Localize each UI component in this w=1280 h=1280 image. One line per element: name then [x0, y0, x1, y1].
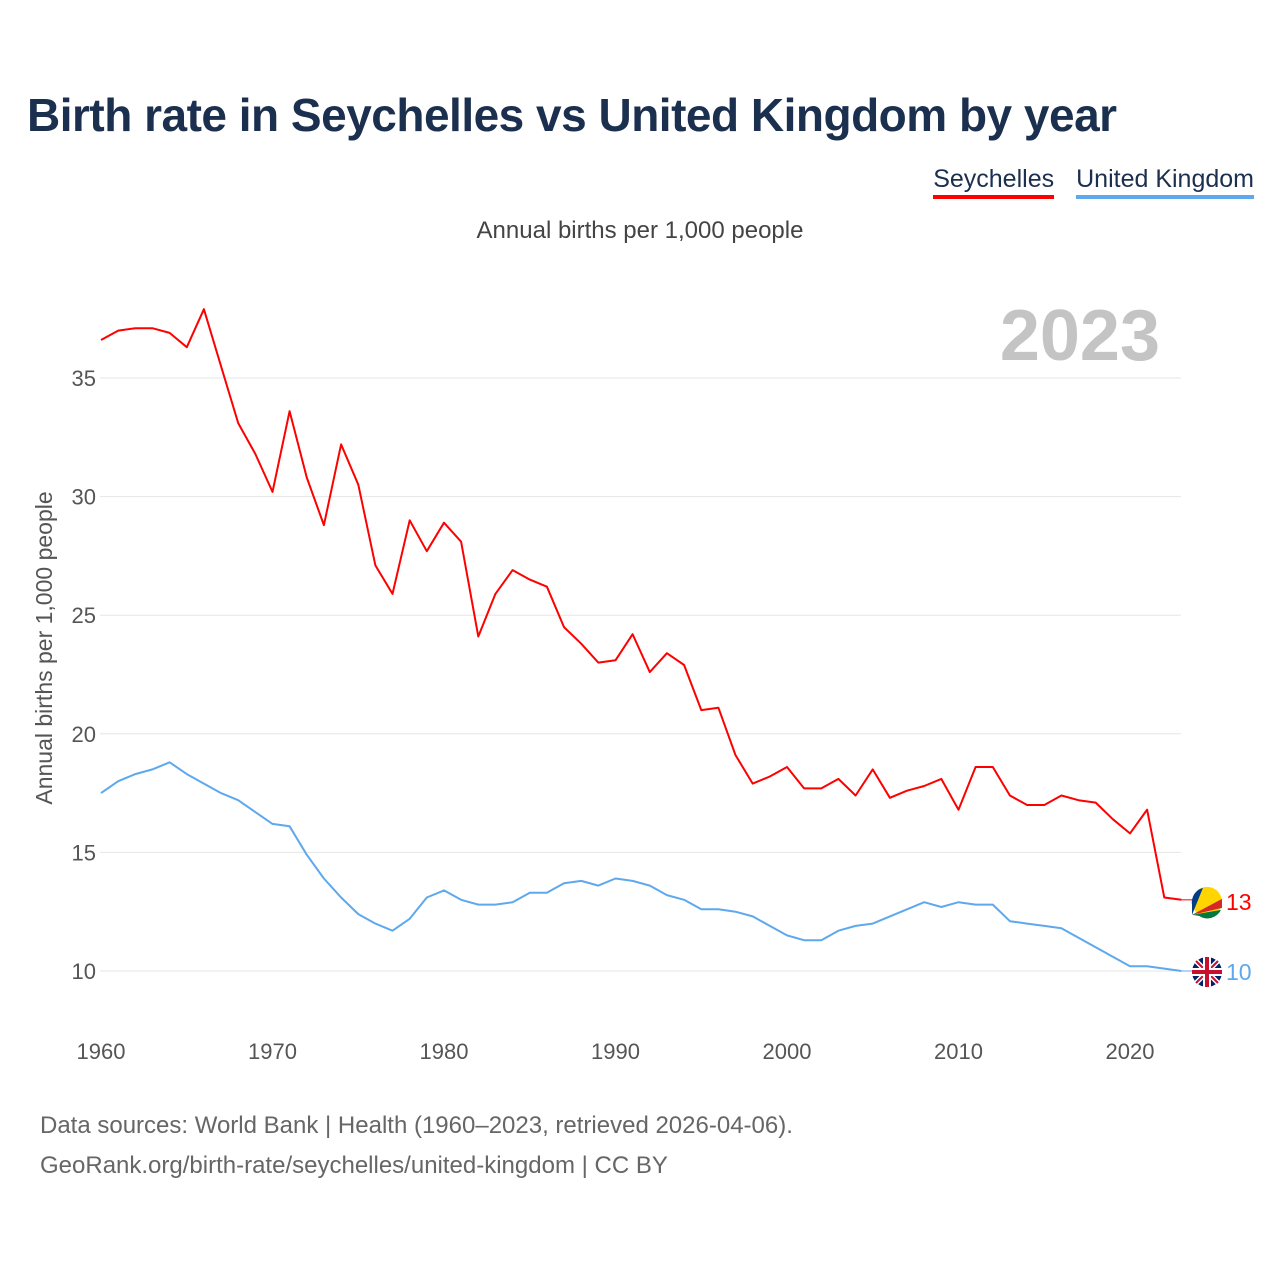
source-line-2[interactable]: GeoRank.org/birth-rate/seychelles/united… — [40, 1152, 668, 1179]
chart-title: Birth rate in Seychelles vs United Kingd… — [27, 89, 1117, 141]
source-line-1: Data sources: World Bank | Health (1960–… — [40, 1112, 793, 1139]
uk-flag-icon — [1192, 957, 1222, 987]
legend-seychelles[interactable]: Seychelles — [933, 165, 1055, 199]
end-value-label: 13 — [1226, 889, 1252, 915]
legend-united-kingdom[interactable]: United Kingdom — [1076, 165, 1254, 199]
source-note: Data sources: World Bank | Health (1960–… — [40, 1106, 793, 1186]
x-tick-label: 2010 — [934, 1039, 983, 1064]
flag-cross-red — [1192, 957, 1222, 987]
series-line-united-kingdom — [100, 761, 1182, 972]
y-tick-label: 10 — [72, 959, 96, 984]
series-line-seychelles — [100, 308, 1182, 901]
end-value-label: 10 — [1226, 959, 1252, 985]
flag-blue — [1191, 887, 1203, 915]
y-tick-label: 35 — [72, 366, 96, 391]
y-tick-label: 30 — [72, 485, 96, 510]
flag-green — [1192, 909, 1221, 919]
x-tick-label: 2020 — [1106, 1039, 1155, 1064]
x-tick-label: 1990 — [591, 1039, 640, 1064]
x-tick-label: 1960 — [77, 1039, 126, 1064]
y-axis-label: Annual births per 1,000 people — [31, 491, 57, 804]
y-tick-label: 15 — [72, 840, 96, 865]
x-tick-label: 2000 — [763, 1039, 812, 1064]
x-tick-label: 1970 — [248, 1039, 297, 1064]
seychelles-flag-icon — [1191, 886, 1222, 919]
chart-subtitle: Annual births per 1,000 people — [476, 217, 804, 244]
x-tick-label: 1980 — [420, 1039, 469, 1064]
legend: Seychelles United Kingdom — [933, 165, 1254, 199]
y-tick-label: 20 — [72, 722, 96, 747]
y-tick-label: 25 — [72, 603, 96, 628]
year-label: 2023 — [1000, 296, 1160, 376]
flag-red — [1192, 898, 1222, 915]
